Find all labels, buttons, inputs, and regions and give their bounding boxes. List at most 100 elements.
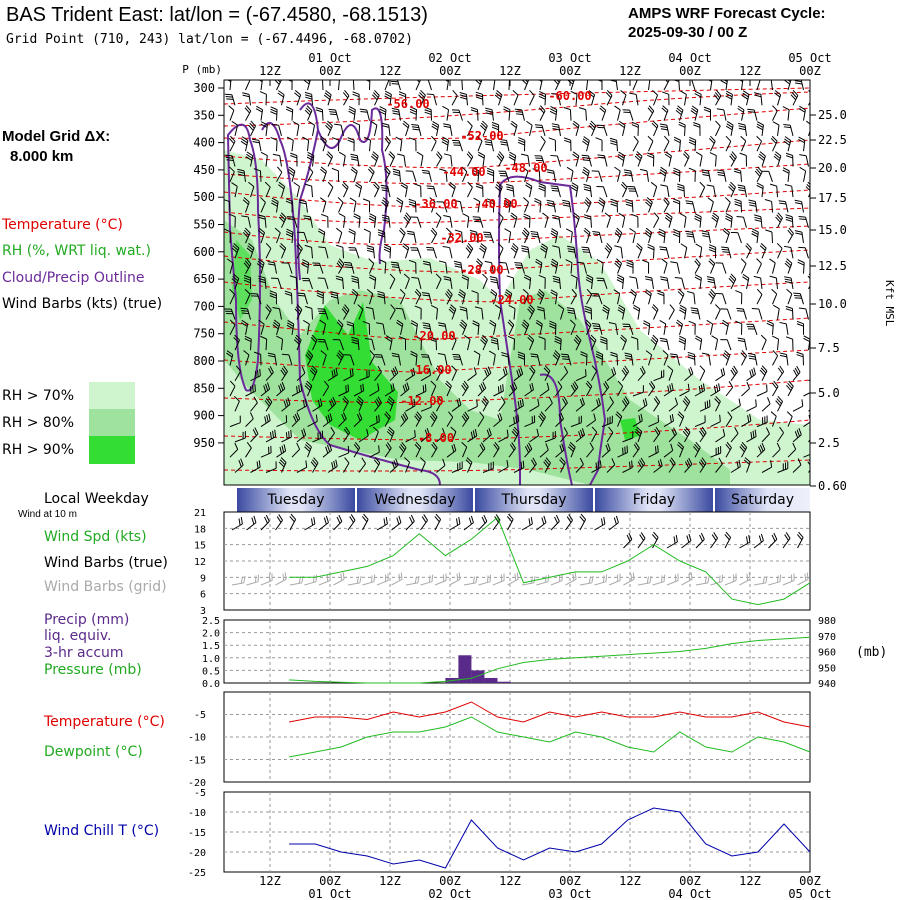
barb-staff <box>513 216 518 228</box>
barb-flag <box>700 532 705 540</box>
barb-flag <box>436 396 443 402</box>
barb-flag <box>241 319 248 325</box>
wind-barb <box>617 445 628 458</box>
wind-barb <box>796 320 805 335</box>
wind-barb <box>680 90 687 106</box>
barb-flag <box>737 186 746 190</box>
wind-barb <box>756 442 766 458</box>
barb-flag <box>377 365 382 373</box>
barb-flag <box>495 92 502 98</box>
barb-flag <box>470 106 478 111</box>
barb-flag <box>663 135 670 142</box>
wind-barb <box>265 304 272 320</box>
rh90-region-1 <box>305 302 398 440</box>
barb-flag <box>416 80 420 83</box>
barb-staff <box>777 94 782 106</box>
barb-staff <box>482 278 488 290</box>
wind-barb <box>369 414 380 428</box>
barb-staff <box>459 201 463 213</box>
barb-flag <box>461 166 468 173</box>
barb-flag <box>550 185 558 187</box>
barb-flag <box>258 319 265 325</box>
barb-flag <box>717 171 725 174</box>
wind-barb <box>721 246 732 259</box>
barb-flag <box>776 398 782 405</box>
barb-staff <box>653 339 659 351</box>
barb-staff <box>746 405 757 412</box>
barb-flag <box>506 183 514 187</box>
barb-flag <box>392 170 400 174</box>
barb-staff <box>353 293 359 305</box>
precip-bar <box>471 670 485 683</box>
wind-barb <box>467 399 478 412</box>
barb-staff <box>291 390 302 397</box>
barb-staff <box>353 171 358 182</box>
barb-staff <box>787 416 793 427</box>
wind-barb <box>338 151 346 167</box>
wind-barb <box>501 352 510 366</box>
barb-flag <box>738 127 746 131</box>
barb-staff <box>683 186 685 198</box>
barb-flag <box>700 428 706 436</box>
barb-flag <box>521 245 529 248</box>
barb-flag <box>392 368 397 375</box>
barb-staff <box>565 578 577 586</box>
wind-barb <box>591 397 601 412</box>
wind-barb <box>307 414 318 428</box>
barb-staff <box>498 217 504 228</box>
barb-flag <box>279 446 283 454</box>
barb-flag <box>765 575 768 584</box>
barb-flag <box>552 217 560 220</box>
wind-barb <box>759 365 768 381</box>
barb-staff <box>491 262 494 274</box>
barb-flag <box>582 251 590 253</box>
barb-flag <box>515 110 523 113</box>
barb-flag <box>500 396 506 403</box>
barb-flag <box>694 444 700 451</box>
barb-flag <box>658 233 665 238</box>
barb-flag <box>652 89 658 96</box>
barb-staff <box>772 386 779 397</box>
barb-flag <box>748 357 756 360</box>
wind-barb <box>534 124 546 137</box>
barb-staff <box>372 308 375 320</box>
wind-barb <box>716 108 727 121</box>
barb-flag <box>673 228 680 233</box>
barb-flag <box>240 576 244 584</box>
wind-barb <box>566 307 577 320</box>
barb-flag <box>582 138 590 144</box>
wind-barb <box>560 396 568 412</box>
wind-barb <box>475 183 484 198</box>
wind-barb <box>234 431 246 443</box>
barb-flag <box>528 80 529 81</box>
wind-barb <box>284 290 293 305</box>
wind-barb <box>225 154 236 167</box>
barb-flag <box>403 216 409 223</box>
wind-barb <box>510 212 518 228</box>
barb-flag <box>507 321 514 328</box>
surface-wind-barb-grid <box>521 575 536 586</box>
wind-barb <box>716 169 727 182</box>
barb-flag <box>792 442 797 450</box>
barb-flag <box>351 339 359 343</box>
barb-staff <box>400 140 403 152</box>
barb-flag <box>798 307 806 310</box>
wind-barb <box>431 441 438 458</box>
barb-flag <box>391 266 400 269</box>
barb-flag <box>790 94 797 101</box>
top-hour-label: 12Z <box>499 64 521 78</box>
barb-flag <box>588 90 595 96</box>
barb-flag <box>786 75 792 79</box>
barb-flag <box>625 357 633 360</box>
wind-barb <box>396 319 404 335</box>
barb-flag <box>342 92 349 99</box>
barb-flag <box>463 413 468 420</box>
barb-staff <box>327 94 332 106</box>
wind-barb <box>480 120 488 137</box>
wind-barb <box>756 384 768 397</box>
barb-staff <box>374 125 378 137</box>
barb-staff <box>699 339 703 351</box>
wind-barb <box>722 350 731 366</box>
barb-flag <box>785 532 791 539</box>
barb-staff <box>679 416 685 427</box>
